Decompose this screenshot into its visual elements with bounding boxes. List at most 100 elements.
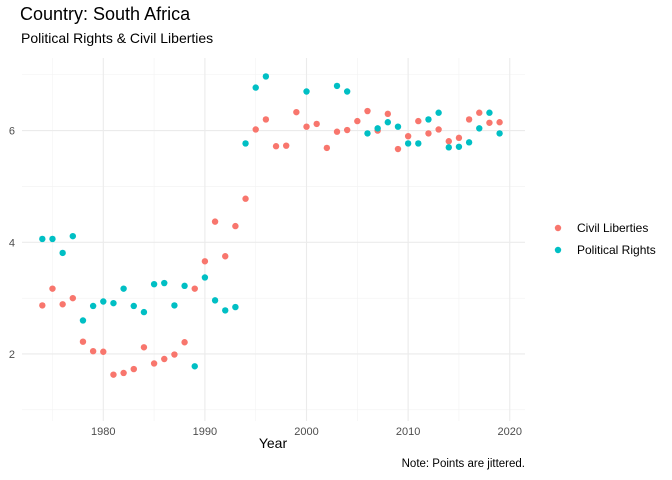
data-point-civil-liberties <box>476 109 483 116</box>
y-tick-label: 6 <box>9 126 15 138</box>
data-point-civil-liberties <box>303 123 310 130</box>
data-point-political-rights <box>496 130 503 137</box>
data-point-civil-liberties <box>181 339 188 346</box>
data-point-civil-liberties <box>384 110 392 118</box>
data-point-civil-liberties <box>364 107 371 115</box>
y-tick-label: 2 <box>9 349 15 361</box>
data-points <box>39 73 503 378</box>
data-point-civil-liberties <box>272 143 280 150</box>
data-point-civil-liberties <box>435 126 442 133</box>
data-point-civil-liberties <box>313 120 320 128</box>
data-point-civil-liberties <box>343 126 351 134</box>
data-point-civil-liberties <box>191 285 198 292</box>
data-point-civil-liberties <box>262 116 270 123</box>
data-point-political-rights <box>252 84 259 91</box>
data-point-civil-liberties <box>252 126 259 133</box>
data-point-political-rights <box>161 279 168 287</box>
data-point-civil-liberties <box>445 138 452 145</box>
data-point-political-rights <box>39 235 46 243</box>
data-point-political-rights <box>181 282 188 290</box>
chart-title: Country: South Africa <box>20 4 191 24</box>
data-point-political-rights <box>364 130 371 137</box>
chart-subtitle: Political Rights & Civil Liberties <box>21 30 214 46</box>
data-point-civil-liberties <box>110 371 117 378</box>
data-point-civil-liberties <box>130 365 137 373</box>
x-tick-label: 2020 <box>498 426 522 438</box>
data-point-civil-liberties <box>333 128 341 135</box>
data-point-civil-liberties <box>161 355 168 363</box>
data-point-political-rights <box>343 88 351 95</box>
legend-key-civil-liberties <box>554 224 562 232</box>
grid-lines <box>22 58 525 421</box>
data-point-civil-liberties <box>323 144 331 152</box>
data-point-political-rights <box>374 125 381 132</box>
data-point-political-rights <box>445 144 452 151</box>
data-point-political-rights <box>465 139 473 146</box>
data-point-political-rights <box>415 140 422 147</box>
data-point-political-rights <box>59 249 66 257</box>
data-point-civil-liberties <box>201 258 209 265</box>
data-point-political-rights <box>79 317 87 324</box>
data-point-civil-liberties <box>486 119 493 126</box>
data-point-civil-liberties <box>39 302 46 309</box>
x-tick-label: 1980 <box>91 426 115 438</box>
data-point-civil-liberties <box>49 285 56 292</box>
data-point-civil-liberties <box>242 195 249 202</box>
x-tick-label: 2010 <box>396 426 420 438</box>
data-point-political-rights <box>140 308 148 316</box>
data-point-political-rights <box>110 299 117 307</box>
data-point-civil-liberties <box>232 222 239 230</box>
data-point-political-rights <box>232 303 239 311</box>
legend-key-political-rights <box>554 246 562 254</box>
data-point-civil-liberties <box>79 338 87 345</box>
data-point-civil-liberties <box>222 253 229 260</box>
data-point-civil-liberties <box>455 134 463 142</box>
legend-label-civil-liberties: Civil Liberties <box>577 221 648 235</box>
data-point-political-rights <box>394 123 402 130</box>
data-point-political-rights <box>262 73 270 80</box>
x-axis-title: Year <box>259 435 288 451</box>
data-point-civil-liberties <box>100 348 107 355</box>
data-point-political-rights <box>486 109 493 116</box>
data-point-political-rights <box>171 302 178 309</box>
data-point-civil-liberties <box>150 360 158 367</box>
data-point-political-rights <box>425 116 432 123</box>
data-point-civil-liberties <box>211 218 219 225</box>
data-point-political-rights <box>384 119 392 126</box>
x-tick-label: 2000 <box>294 426 318 438</box>
chart-caption: Note: Points are jittered. <box>401 458 525 470</box>
data-point-political-rights <box>201 274 209 281</box>
data-point-political-rights <box>69 232 77 240</box>
data-point-civil-liberties <box>283 142 290 149</box>
data-point-political-rights <box>242 140 249 147</box>
data-point-political-rights <box>476 125 483 132</box>
data-point-civil-liberties <box>354 117 361 125</box>
data-point-civil-liberties <box>496 119 503 126</box>
data-point-political-rights <box>404 140 412 147</box>
data-point-political-rights <box>333 82 341 90</box>
data-point-civil-liberties <box>425 130 432 137</box>
tick-labels: 1980 1990 2000 2010 2020 2 4 6 <box>9 126 522 438</box>
data-point-civil-liberties <box>140 344 148 351</box>
data-point-civil-liberties <box>89 347 97 355</box>
data-point-political-rights <box>303 88 310 95</box>
data-point-civil-liberties <box>293 108 300 116</box>
y-tick-label: 4 <box>9 237 15 249</box>
data-point-civil-liberties <box>69 294 77 302</box>
x-tick-label: 1990 <box>193 426 217 438</box>
data-point-political-rights <box>100 298 107 305</box>
data-point-political-rights <box>49 235 56 243</box>
data-point-civil-liberties <box>415 117 422 125</box>
data-point-political-rights <box>150 280 158 288</box>
data-point-political-rights <box>211 297 219 304</box>
data-point-political-rights <box>191 363 198 370</box>
data-point-civil-liberties <box>465 116 473 123</box>
legend-label-political-rights: Political Rights <box>577 243 656 257</box>
data-point-political-rights <box>222 307 229 314</box>
data-point-civil-liberties <box>120 369 127 377</box>
data-point-political-rights <box>120 285 127 292</box>
data-point-civil-liberties <box>404 132 412 140</box>
data-point-political-rights <box>435 109 442 116</box>
data-point-political-rights <box>130 302 137 310</box>
